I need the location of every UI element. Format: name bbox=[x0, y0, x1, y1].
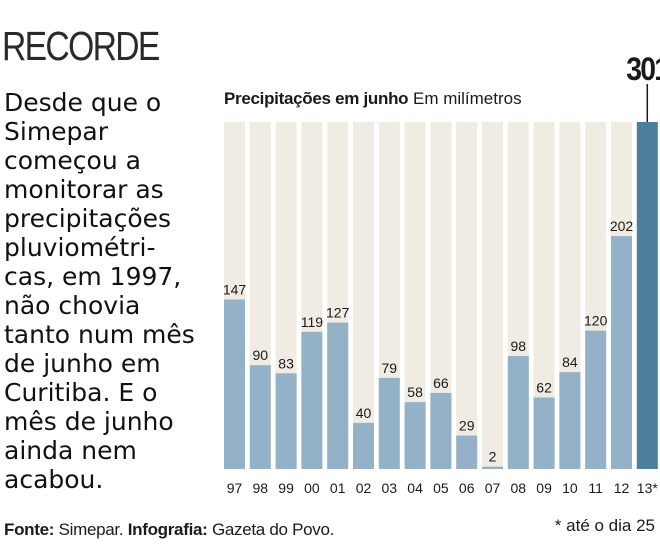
credit-value: Gazeta do Povo. bbox=[211, 520, 335, 539]
data-label-highlight: 301 bbox=[626, 51, 660, 87]
bar bbox=[327, 322, 349, 469]
x-tick-label: 10 bbox=[562, 480, 578, 496]
bar-background bbox=[353, 122, 374, 469]
x-tick-label: 99 bbox=[278, 480, 294, 496]
intro-text: Desde que o Simepar começou a monitorar … bbox=[4, 88, 195, 494]
bar-background bbox=[533, 122, 555, 469]
x-tick-label: 04 bbox=[407, 480, 423, 496]
bar bbox=[456, 435, 478, 469]
bar-background bbox=[404, 122, 426, 469]
footnote: * até o dia 25 bbox=[554, 516, 655, 535]
bar-background bbox=[430, 122, 452, 469]
data-label: 2 bbox=[489, 449, 497, 465]
data-label: 120 bbox=[584, 313, 608, 329]
data-label: 29 bbox=[459, 418, 475, 434]
data-label: 58 bbox=[407, 384, 423, 400]
x-tick-label: 08 bbox=[511, 480, 527, 496]
x-tick-label: 00 bbox=[304, 480, 320, 496]
data-label: 90 bbox=[253, 347, 269, 363]
page-title: RECORDE bbox=[2, 23, 160, 69]
chart-title: Precipitações em junho bbox=[224, 89, 409, 108]
x-tick-label: 05 bbox=[433, 480, 449, 496]
data-label: 84 bbox=[562, 354, 578, 370]
bar bbox=[249, 365, 271, 469]
bar bbox=[430, 392, 452, 469]
x-tick-label: 09 bbox=[536, 480, 552, 496]
data-label: 79 bbox=[382, 360, 398, 376]
source-credit: Fonte: Simepar. Infografia: Gazeta do Po… bbox=[4, 520, 334, 540]
bar bbox=[224, 299, 245, 469]
x-tick-label: 01 bbox=[330, 480, 346, 496]
data-label: 119 bbox=[301, 314, 324, 330]
source-value: Simepar. bbox=[58, 520, 124, 539]
bar-background bbox=[482, 122, 503, 469]
data-label: 127 bbox=[326, 305, 350, 321]
bar bbox=[275, 373, 297, 469]
x-tick-label: 98 bbox=[253, 480, 269, 496]
data-label: 202 bbox=[610, 218, 634, 234]
x-tick-label: 06 bbox=[459, 480, 475, 496]
x-tick-label: 03 bbox=[382, 480, 398, 496]
data-label: 98 bbox=[511, 338, 527, 354]
bar bbox=[353, 422, 374, 469]
bar-background bbox=[456, 122, 478, 469]
data-label: 40 bbox=[356, 405, 372, 421]
x-tick-label: 12 bbox=[614, 480, 630, 496]
credit-label: Infografia: bbox=[127, 520, 208, 539]
x-tick-label: 97 bbox=[227, 480, 243, 496]
data-label: 62 bbox=[536, 380, 552, 396]
data-label: 147 bbox=[223, 282, 247, 298]
source-label: Fonte: bbox=[4, 520, 55, 539]
x-tick-label: 11 bbox=[588, 480, 603, 496]
chart-unit: Em milímetros bbox=[412, 89, 522, 108]
x-tick-label: 13* bbox=[637, 480, 659, 496]
bar bbox=[378, 377, 400, 469]
bar bbox=[585, 330, 607, 469]
chart-heading: Precipitações em junho Em milímetros bbox=[224, 89, 522, 109]
bar bbox=[507, 356, 529, 469]
bar bbox=[611, 236, 632, 469]
x-tick-label: 07 bbox=[485, 480, 501, 496]
x-tick-label: 02 bbox=[356, 480, 372, 496]
bar bbox=[559, 372, 581, 469]
bar bbox=[482, 466, 503, 469]
bar bbox=[301, 331, 323, 469]
bar bbox=[533, 397, 555, 469]
bar bbox=[404, 402, 426, 469]
bar bbox=[636, 122, 658, 469]
data-label: 66 bbox=[433, 375, 449, 391]
data-label: 83 bbox=[278, 355, 294, 371]
